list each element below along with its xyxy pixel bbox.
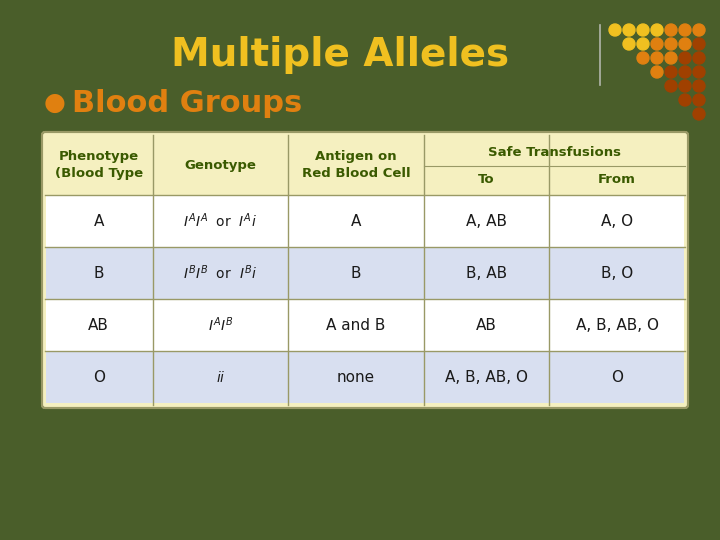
Text: A, B, AB, O: A, B, AB, O (576, 318, 659, 333)
Bar (46, 195, 684, 247)
Circle shape (651, 66, 663, 78)
Circle shape (623, 38, 635, 50)
Text: AB: AB (476, 318, 497, 333)
Text: O: O (93, 369, 105, 384)
Text: A, AB: A, AB (466, 213, 507, 228)
Text: From: From (598, 173, 636, 186)
Text: AB: AB (89, 318, 109, 333)
Circle shape (693, 38, 705, 50)
Text: A: A (351, 213, 361, 228)
Text: Multiple Alleles: Multiple Alleles (171, 36, 509, 74)
Text: B: B (94, 266, 104, 280)
Circle shape (637, 38, 649, 50)
Text: Genotype: Genotype (184, 159, 256, 172)
Circle shape (609, 24, 621, 36)
Circle shape (623, 24, 635, 36)
Text: Antigen on
Red Blood Cell: Antigen on Red Blood Cell (302, 150, 410, 180)
Circle shape (679, 38, 691, 50)
Text: Safe Transfusions: Safe Transfusions (488, 146, 621, 159)
Circle shape (637, 24, 649, 36)
Text: A and B: A and B (326, 318, 386, 333)
Circle shape (679, 52, 691, 64)
Circle shape (651, 38, 663, 50)
Text: B, AB: B, AB (466, 266, 507, 280)
Circle shape (637, 52, 649, 64)
Text: A, B, AB, O: A, B, AB, O (445, 369, 528, 384)
Text: To: To (478, 173, 495, 186)
Text: O: O (611, 369, 624, 384)
Circle shape (679, 66, 691, 78)
Text: B, O: B, O (601, 266, 634, 280)
Circle shape (665, 80, 677, 92)
Circle shape (693, 52, 705, 64)
Text: $\mathit{I}^A\mathit{I}^A$  or  $\mathit{I}^A\mathit{i}$: $\mathit{I}^A\mathit{I}^A$ or $\mathit{I… (184, 212, 257, 230)
Text: none: none (337, 369, 375, 384)
Bar (46, 247, 684, 299)
Text: $\mathit{I}^B\mathit{I}^B$  or  $\mathit{I}^B\mathit{i}$: $\mathit{I}^B\mathit{I}^B$ or $\mathit{I… (184, 264, 257, 282)
Circle shape (665, 38, 677, 50)
Circle shape (651, 24, 663, 36)
Text: Blood Groups: Blood Groups (72, 90, 302, 118)
Circle shape (693, 80, 705, 92)
Circle shape (679, 80, 691, 92)
FancyBboxPatch shape (42, 132, 688, 408)
Circle shape (665, 24, 677, 36)
Text: $\mathit{ii}$: $\mathit{ii}$ (215, 369, 225, 384)
Circle shape (693, 94, 705, 106)
Circle shape (693, 24, 705, 36)
Circle shape (651, 52, 663, 64)
Bar (46, 351, 684, 403)
Circle shape (679, 94, 691, 106)
Text: A: A (94, 213, 104, 228)
Circle shape (679, 24, 691, 36)
Circle shape (665, 66, 677, 78)
Circle shape (665, 52, 677, 64)
Circle shape (693, 108, 705, 120)
Text: $\mathit{I}^A\mathit{I}^B$: $\mathit{I}^A\mathit{I}^B$ (208, 316, 233, 334)
Circle shape (693, 66, 705, 78)
Text: B: B (351, 266, 361, 280)
Text: ●: ● (44, 91, 66, 115)
Text: A, O: A, O (601, 213, 633, 228)
Text: Phenotype
(Blood Type: Phenotype (Blood Type (55, 150, 143, 180)
Bar (46, 299, 684, 351)
